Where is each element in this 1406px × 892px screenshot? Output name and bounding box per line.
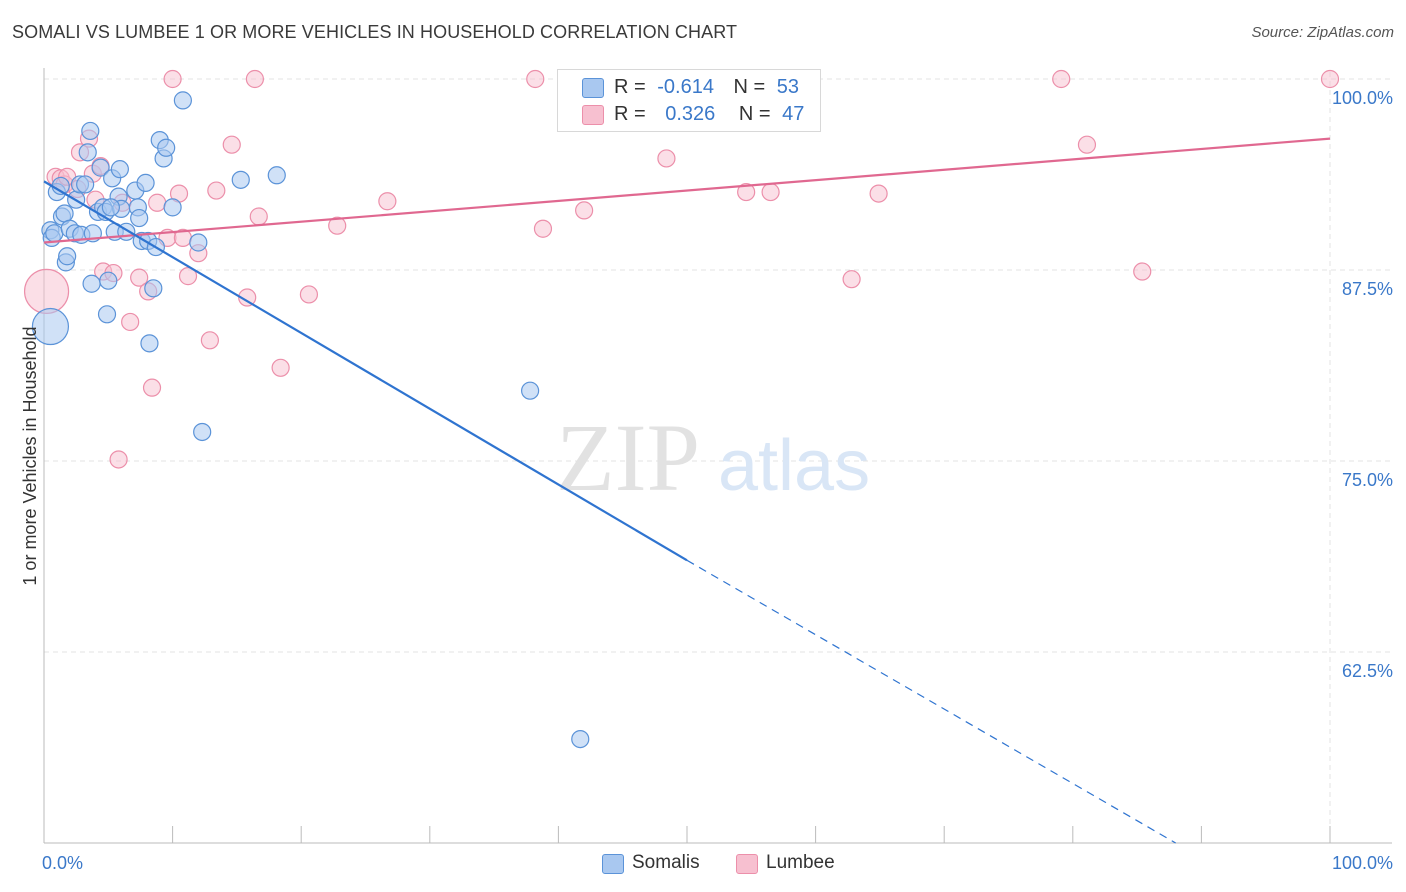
lumbee-point bbox=[328, 216, 347, 235]
lumbee-point bbox=[1133, 262, 1152, 281]
lumbee-point bbox=[533, 219, 553, 238]
somali-point bbox=[91, 158, 110, 177]
somali-point bbox=[521, 381, 540, 400]
somali-point bbox=[110, 160, 129, 179]
lumbee-point bbox=[378, 192, 397, 211]
lumbee-point bbox=[761, 182, 780, 202]
somali-point bbox=[81, 121, 100, 141]
somali-r-value: -0.614 bbox=[657, 76, 714, 98]
somali-point bbox=[193, 422, 212, 442]
somali-point bbox=[101, 198, 120, 217]
somali-point bbox=[76, 175, 95, 194]
lumbee-point bbox=[109, 450, 128, 469]
somali-point bbox=[45, 224, 64, 243]
somali-point bbox=[31, 307, 70, 346]
lumbee-point bbox=[163, 69, 182, 89]
somali-point bbox=[97, 305, 117, 324]
bottom-lumbee-swatch bbox=[736, 854, 758, 874]
lumbee-point bbox=[249, 207, 268, 226]
somali-point bbox=[267, 166, 286, 185]
somali-r-label: R = bbox=[614, 76, 646, 98]
somali-point bbox=[140, 334, 159, 353]
lumbee-point bbox=[657, 149, 676, 168]
bottom-somali-label: Somalis bbox=[632, 852, 700, 873]
lumbee-point bbox=[526, 69, 545, 89]
lumbee-point bbox=[575, 201, 594, 220]
lumbee-point bbox=[238, 288, 257, 307]
y-axis-label: 1 or more Vehicles in Household bbox=[20, 326, 40, 585]
x-tick-label-min: 0.0% bbox=[42, 853, 83, 873]
lumbee-point bbox=[1077, 135, 1097, 154]
watermark-atlas: atlas bbox=[718, 426, 870, 506]
lumbee-point bbox=[142, 378, 162, 397]
lumbee-point bbox=[178, 267, 198, 286]
y-tick-label: 100.0% bbox=[1332, 88, 1393, 108]
somali-point bbox=[189, 233, 208, 252]
y-tick-label: 62.5% bbox=[1342, 661, 1393, 681]
somali-point bbox=[55, 204, 74, 223]
lumbee-point bbox=[1052, 69, 1071, 89]
somali-n-value: 53 bbox=[776, 76, 800, 98]
lumbee-point bbox=[869, 184, 888, 203]
somali-swatch bbox=[582, 78, 604, 98]
somali-point bbox=[163, 198, 182, 217]
lumbee-point bbox=[207, 181, 226, 200]
source-credit: Source: ZipAtlas.com bbox=[1251, 24, 1394, 41]
somali-point bbox=[173, 91, 192, 110]
lumbee-n-value: 47 bbox=[782, 103, 805, 125]
lumbee-point bbox=[737, 182, 756, 202]
y-tick-label: 75.0% bbox=[1342, 470, 1393, 490]
lumbee-point bbox=[299, 285, 319, 304]
lumbee-point bbox=[842, 270, 861, 289]
lumbee-n-label: N = bbox=[738, 103, 771, 125]
correlation-legend: R = -0.614 N = 53 R = 0.326 N = 47 bbox=[557, 69, 821, 132]
somali-point bbox=[231, 170, 250, 189]
somali-point bbox=[78, 143, 97, 162]
lumbee-point bbox=[130, 268, 149, 287]
somali-point bbox=[136, 173, 155, 193]
chart-title: SOMALI VS LUMBEE 1 OR MORE VEHICLES IN H… bbox=[12, 22, 738, 42]
watermark-zip: ZIP bbox=[556, 404, 700, 511]
lumbee-point bbox=[271, 358, 290, 377]
somali-point bbox=[99, 271, 118, 290]
somali-point bbox=[157, 138, 176, 157]
somali-point bbox=[144, 279, 163, 298]
bottom-somali-swatch bbox=[602, 854, 624, 874]
lumbee-point bbox=[23, 268, 70, 314]
lumbee-point bbox=[222, 135, 241, 154]
lumbee-point bbox=[148, 193, 167, 212]
lumbee-r-label: R = bbox=[614, 103, 646, 125]
lumbee-trend-line bbox=[43, 137, 1331, 244]
lumbee-point bbox=[121, 312, 140, 332]
x-tick-label-max: 100.0% bbox=[1332, 853, 1393, 873]
lumbee-point bbox=[245, 69, 265, 89]
somali-point bbox=[571, 729, 590, 749]
y-tick-label: 87.5% bbox=[1342, 279, 1393, 299]
somali-trend-line bbox=[43, 180, 688, 562]
watermark: ZIP atlas bbox=[556, 404, 870, 511]
somali-n-label: N = bbox=[733, 76, 766, 98]
lumbee-r-value: 0.326 bbox=[665, 103, 716, 125]
somali-point bbox=[82, 274, 101, 293]
somali-point bbox=[58, 247, 77, 266]
lumbee-point bbox=[200, 331, 219, 350]
somali-trend-extrapolation bbox=[686, 559, 1176, 844]
lumbee-point bbox=[1320, 69, 1340, 89]
lumbee-swatch bbox=[582, 105, 604, 125]
bottom-lumbee-label: Lumbee bbox=[766, 852, 835, 873]
somali-point bbox=[130, 208, 149, 228]
